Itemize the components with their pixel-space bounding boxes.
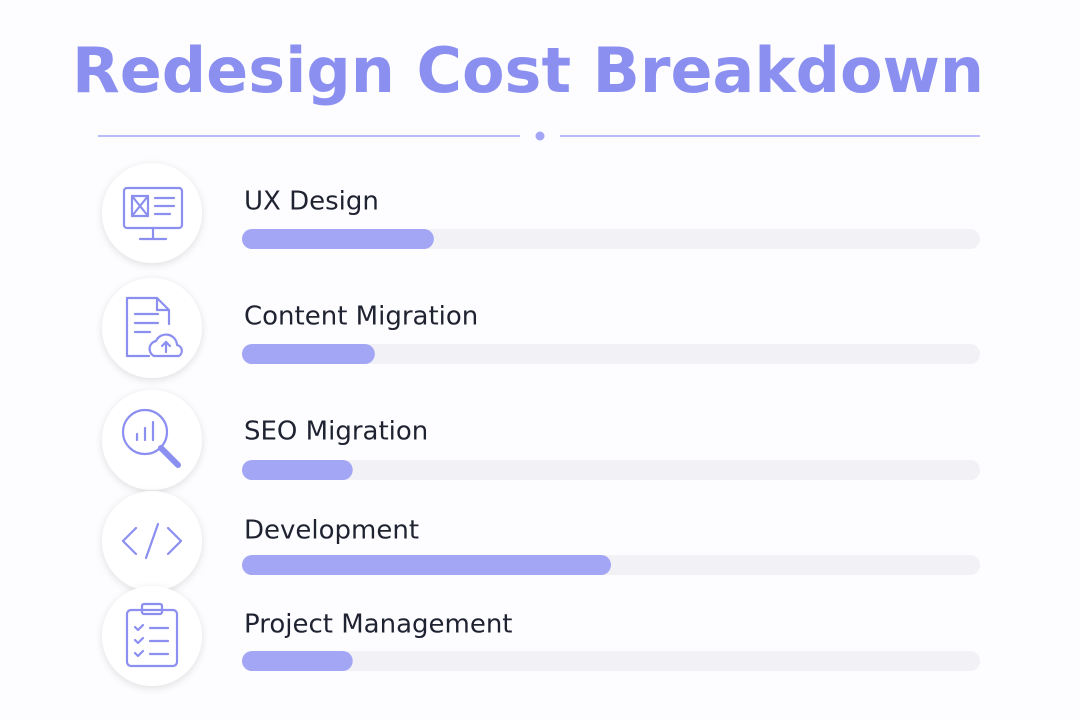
- bar: [242, 651, 353, 671]
- category-label: SEO Migration: [244, 417, 428, 447]
- icon-circle: [102, 586, 202, 686]
- bar: [242, 555, 611, 575]
- divider-dot: [535, 131, 545, 141]
- clipboard-icon: [125, 602, 179, 668]
- bar: [242, 460, 353, 480]
- document-cloud-icon: [125, 296, 183, 358]
- icon-circle: [102, 163, 202, 263]
- category-label: Development: [244, 516, 419, 546]
- category-label: UX Design: [244, 187, 379, 217]
- bar: [242, 229, 434, 249]
- bar-track: [242, 344, 980, 364]
- icon-circle: [102, 278, 202, 378]
- bar: [242, 344, 375, 364]
- monitor-icon: [122, 186, 184, 241]
- code-icon: [121, 522, 183, 560]
- bar-track: [242, 460, 980, 480]
- search-chart-icon: [121, 408, 181, 468]
- icons: [102, 163, 202, 686]
- category-label: Content Migration: [244, 302, 478, 332]
- chart-title: Redesign Cost Breakdown: [72, 34, 984, 107]
- bar-track: [242, 651, 980, 671]
- category-label: Project Management: [244, 610, 513, 640]
